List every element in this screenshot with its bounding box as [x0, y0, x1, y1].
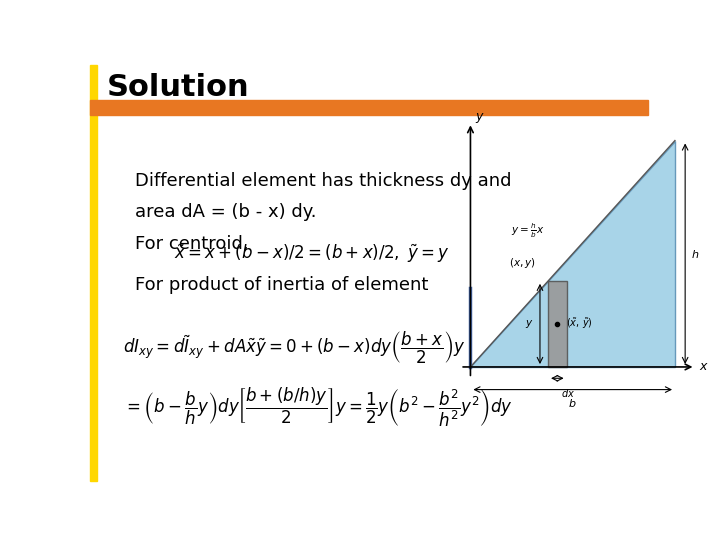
Text: For centroid,: For centroid,	[135, 234, 248, 253]
Text: $x$: $x$	[699, 361, 709, 374]
Text: $y$: $y$	[474, 111, 485, 125]
Bar	[548, 281, 567, 367]
Bar	[90, 65, 96, 481]
Text: For product of inertia of element: For product of inertia of element	[135, 276, 428, 294]
Text: $dI_{xy} = d\tilde{I}_{xy} + dA\tilde{x}\tilde{y} = 0 + (b-x)dy\left(\dfrac{b+x}: $dI_{xy} = d\tilde{I}_{xy} + dA\tilde{x}…	[124, 329, 466, 366]
Bar	[90, 100, 648, 114]
Text: $dx$: $dx$	[562, 387, 575, 399]
Text: $b$: $b$	[568, 397, 577, 409]
Polygon shape	[470, 140, 675, 367]
Text: area dA = (b - x) dy.: area dA = (b - x) dy.	[135, 204, 316, 221]
Text: $y = \frac{h}{b}x$: $y = \frac{h}{b}x$	[511, 222, 544, 240]
Text: $h$: $h$	[691, 248, 700, 260]
Text: $(x, y)$: $(x, y)$	[509, 255, 536, 269]
Text: Differential element has thickness dy and: Differential element has thickness dy an…	[135, 172, 511, 190]
Text: $(\tilde{x},\,\tilde{y})$: $(\tilde{x},\,\tilde{y})$	[565, 316, 593, 332]
Text: $\tilde{x} = x + (b - x)/2 = (b + x)/2,\; \tilde{y} = y$: $\tilde{x} = x + (b - x)/2 = (b + x)/2,\…	[174, 243, 449, 265]
Text: $y$: $y$	[526, 318, 534, 330]
Text: Solution: Solution	[107, 73, 249, 102]
Text: $= \left(b - \dfrac{b}{h}y\right)dy\left[\dfrac{b+(b/h)y}{2}\right]y = \dfrac{1}: $= \left(b - \dfrac{b}{h}y\right)dy\left…	[124, 386, 513, 429]
